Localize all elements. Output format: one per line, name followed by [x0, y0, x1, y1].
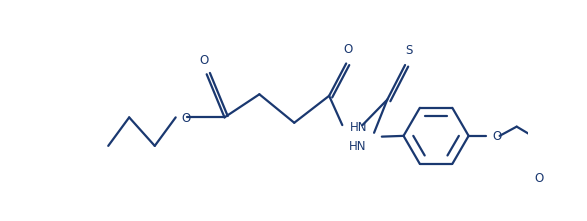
Text: HN: HN: [349, 141, 366, 153]
Text: HN: HN: [350, 121, 367, 134]
Text: O: O: [200, 53, 209, 67]
Text: O: O: [343, 43, 352, 56]
Text: O: O: [492, 130, 502, 143]
Text: O: O: [181, 112, 190, 126]
Text: S: S: [405, 44, 413, 57]
Text: O: O: [535, 172, 544, 185]
